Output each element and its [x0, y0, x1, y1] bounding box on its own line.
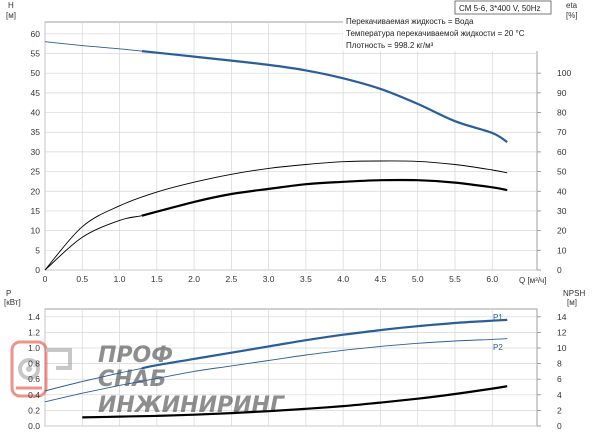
y-left-title-top: H	[8, 1, 14, 10]
x-tick-label: 6.0	[486, 274, 498, 284]
y-right-title-bottom: NPSH	[563, 289, 585, 298]
y-right-unit-bottom: [м]	[567, 298, 577, 307]
y-left-tick-label: 0.8	[28, 359, 40, 369]
y-left-tick-label: 55	[31, 48, 41, 58]
y-right-tick-label: 10	[557, 343, 567, 353]
x-tick-label: 1.0	[114, 274, 126, 284]
x-tick-label: 4.0	[337, 274, 349, 284]
y-left-tick-label: 5	[35, 245, 40, 255]
y-right-tick-label: 10	[557, 245, 567, 255]
y-left-tick-label: 50	[31, 68, 41, 78]
y-left-tick-label: 1.2	[28, 327, 40, 337]
x-tick-label: 3.5	[300, 274, 312, 284]
curves-bottom	[44, 318, 508, 419]
x-axis-title: Q [м³/ч]	[519, 276, 546, 285]
curve-h-0-operating	[141, 50, 508, 144]
x-tick-label: 5.0	[412, 274, 424, 284]
y-right-tick-label: 6	[557, 374, 562, 384]
watermark-logo: ПРОФ СНАБ ИНЖИНИРИНГ	[10, 340, 285, 418]
y-right-tick-label: 14	[557, 312, 567, 322]
plot-frame	[44, 21, 538, 271]
curves-top	[44, 41, 508, 271]
y-right-tick-label: 30	[557, 206, 567, 216]
y-right-tick-label: 12	[557, 327, 567, 337]
curve-eta-1	[44, 160, 508, 271]
y-right-tick-label: 0	[557, 421, 562, 431]
y-left-tick-label: 1.4	[28, 312, 40, 322]
y-right-tick-label: 80	[557, 108, 567, 118]
x-tick-label: 4.5	[375, 274, 387, 284]
y-left-tick-label: 0.4	[28, 390, 40, 400]
curve-p1-0-operating	[141, 318, 508, 370]
y-left-unit-bottom: [кВт]	[4, 298, 21, 307]
info-line-density: Плотность = 998.2 кг/м³	[346, 41, 434, 50]
axis-titles: H [м] eta [%] Q [м³/ч] P [кВт] NPSH [м]	[4, 1, 585, 307]
curve-p2-1	[44, 338, 508, 403]
y-right-tick-label: 90	[557, 88, 567, 98]
curve-h-0-extended	[44, 41, 508, 143]
y-left-unit-top: [м]	[6, 11, 16, 20]
y-left-tick-label: 0.0	[28, 421, 40, 431]
curve-npsh-2	[82, 385, 508, 419]
axes: 0510152025303540455055600102030405060708…	[28, 29, 571, 431]
y-right-tick-label: 8	[557, 359, 562, 369]
y-right-tick-label: 50	[557, 167, 567, 177]
x-tick-label: 0	[43, 274, 48, 284]
x-tick-label: 3.0	[263, 274, 275, 284]
y-right-tick-label: 20	[557, 226, 567, 236]
watermark-emblem-icon	[10, 340, 72, 398]
y-right-tick-label: 70	[557, 127, 567, 137]
y-right-tick-label: 40	[557, 186, 567, 196]
y-left-tick-label: 0.6	[28, 374, 40, 384]
info-line-fluid: Перекачиваемая жидкость = Вода	[346, 17, 474, 26]
x-tick-label: 2.0	[188, 274, 200, 284]
y-right-tick-label: 4	[557, 390, 562, 400]
y-right-tick-label: 100	[557, 68, 571, 78]
y-left-tick-label: 0	[35, 265, 40, 275]
y-left-tick-label: 30	[31, 147, 41, 157]
y-left-title-bottom: P	[6, 289, 11, 298]
curve-eta-2-extended	[44, 179, 508, 271]
y-left-tick-label: 45	[31, 88, 41, 98]
y-left-tick-label: 1.0	[28, 343, 40, 353]
model-label: CM 5-6, 3*400 V, 50Hz	[459, 4, 541, 13]
series-label-p1: P1	[493, 313, 503, 322]
info-line-temperature: Температура перекачиваемой жидкости = 20…	[346, 29, 525, 38]
x-tick-label: 2.5	[225, 274, 237, 284]
y-right-tick-label: 2	[557, 405, 562, 415]
y-left-tick-label: 25	[31, 167, 41, 177]
y-right-tick-label: 0	[557, 265, 562, 275]
y-left-tick-label: 35	[31, 127, 41, 137]
y-right-title-top: eta	[566, 1, 578, 10]
y-left-tick-label: 60	[31, 29, 41, 39]
curve-eta-2-operating	[141, 178, 508, 217]
y-right-unit-top: [%]	[566, 11, 578, 20]
grid-top	[44, 21, 538, 271]
y-right-tick-label: 60	[557, 147, 567, 157]
x-tick-label: 1.5	[151, 274, 163, 284]
y-left-tick-label: 0.2	[28, 405, 40, 415]
series-label-p2: P2	[493, 343, 503, 352]
x-tick-label: 5.5	[449, 274, 461, 284]
y-left-tick-label: 10	[31, 226, 41, 236]
y-left-tick-label: 15	[31, 206, 41, 216]
y-left-tick-label: 20	[31, 186, 41, 196]
y-left-tick-label: 40	[31, 108, 41, 118]
info-box: CM 5-6, 3*400 V, 50Hz Перекачиваемая жид…	[343, 0, 554, 51]
x-tick-label: 0.5	[76, 274, 88, 284]
